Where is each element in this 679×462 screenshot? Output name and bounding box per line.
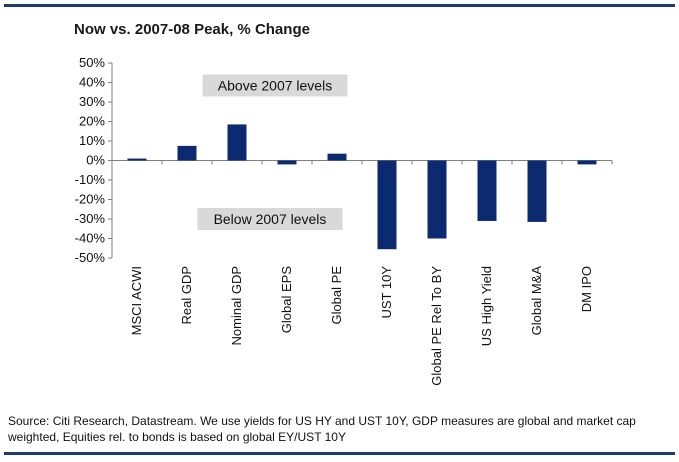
- bottom-rule: [4, 452, 675, 455]
- y-tick-label: 30%: [79, 94, 105, 109]
- y-tick-label: 0%: [86, 153, 105, 168]
- bar: [477, 160, 497, 221]
- x-tick-label: DM IPO: [579, 266, 594, 312]
- x-tick-label: Global M&A: [529, 266, 544, 336]
- bar: [427, 160, 447, 239]
- bar: [527, 160, 547, 222]
- x-tick-label: UST 10Y: [379, 266, 394, 319]
- chart-title: Now vs. 2007-08 Peak, % Change: [74, 21, 310, 38]
- y-tick-label: 40%: [79, 75, 105, 90]
- x-tick-label: Global PE Rel To BY: [429, 266, 444, 386]
- annotation-label: Above 2007 levels: [218, 77, 332, 93]
- x-tick-label: Nominal GDP: [229, 266, 244, 345]
- bar: [327, 153, 347, 161]
- annotation-box: [197, 208, 343, 230]
- y-tick-label: -10%: [75, 172, 106, 187]
- x-tick-label: MSCI ACWI: [129, 266, 144, 335]
- x-tick-label: US High Yield: [479, 266, 494, 346]
- bar: [127, 158, 147, 161]
- bar: [227, 124, 247, 161]
- x-tick-label: Real GDP: [179, 266, 194, 325]
- y-tick-label: -20%: [75, 192, 106, 207]
- annotation-box: [202, 74, 348, 97]
- y-tick-label: -30%: [75, 211, 106, 226]
- y-tick-label: -40%: [75, 231, 106, 246]
- bar: [577, 160, 597, 165]
- y-tick-label: 20%: [79, 114, 105, 129]
- annotation-label: Below 2007 levels: [214, 211, 327, 227]
- top-rule: [4, 4, 675, 7]
- y-tick-label: -50%: [75, 250, 106, 265]
- bar: [377, 160, 397, 250]
- x-tick-label: Global PE: [329, 266, 344, 325]
- bar: [177, 145, 197, 161]
- bar: [277, 160, 297, 165]
- y-tick-label: 10%: [79, 133, 105, 148]
- source-note: Source: Citi Research, Datastream. We us…: [8, 414, 636, 444]
- x-tick-label: Global EPS: [279, 266, 294, 334]
- bar-chart: 50% 40% 30% 20% 10% 0% -10% -20% -30% -40% -50% MSC…: [75, 55, 613, 386]
- y-tick-label: 50%: [79, 55, 105, 70]
